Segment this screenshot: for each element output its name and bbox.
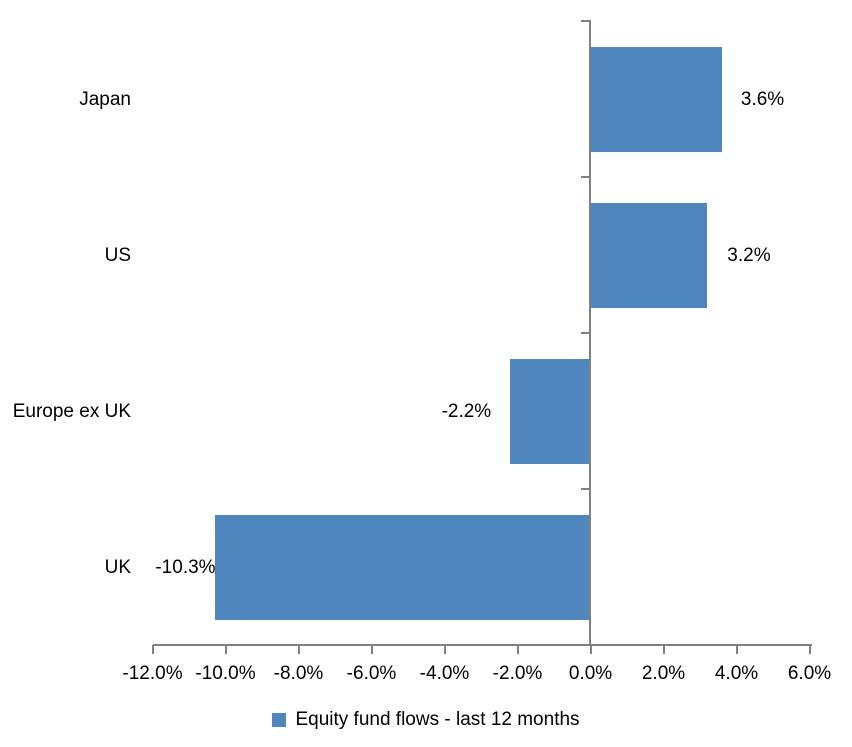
y-axis-tick: [581, 176, 589, 178]
x-axis-tick: [735, 645, 738, 654]
bar-uk: [214, 514, 591, 620]
x-axis-tick: [662, 645, 665, 654]
x-tick-label: -4.0%: [419, 663, 470, 684]
x-tick-label: -10.0%: [195, 663, 256, 684]
x-axis-tick: [297, 645, 300, 654]
legend-marker-swatch: [272, 713, 287, 727]
x-axis-tick: [151, 645, 154, 654]
y-axis-line: [589, 20, 591, 645]
value-label: -10.3%: [155, 556, 216, 578]
category-label-europe-ex-uk: Europe ex UK: [12, 400, 131, 422]
bar-japan: [590, 46, 722, 152]
value-label: -2.2%: [441, 400, 492, 422]
bar-europe-ex-uk: [510, 358, 591, 464]
x-axis-tick: [516, 645, 519, 654]
x-tick-label: 4.0%: [714, 663, 759, 684]
x-axis-tick: [224, 645, 227, 654]
x-tick-label: 0.0%: [568, 663, 613, 684]
x-tick-label: 6.0%: [787, 663, 832, 684]
x-tick-label: -12.0%: [122, 663, 183, 684]
x-axis-tick: [589, 645, 592, 654]
bar-us: [590, 202, 708, 308]
value-label: 3.6%: [740, 88, 785, 110]
category-label-us: US: [104, 244, 131, 266]
y-axis-tick: [581, 332, 589, 334]
x-axis-tick: [443, 645, 446, 654]
legend-series-label: Equity fund flows - last 12 months: [295, 709, 580, 730]
y-axis-tick: [581, 488, 589, 490]
x-tick-label: -8.0%: [273, 663, 324, 684]
x-axis-tick: [808, 645, 811, 654]
x-tick-label: -6.0%: [346, 663, 397, 684]
category-label-japan: Japan: [79, 88, 131, 110]
x-axis-line: [152, 644, 812, 646]
legend: Equity fund flows - last 12 months: [0, 707, 852, 733]
y-axis-tick: [581, 20, 589, 22]
value-label: 3.2%: [727, 244, 771, 266]
category-label-uk: UK: [104, 556, 131, 578]
x-tick-label: 2.0%: [641, 663, 686, 684]
x-axis-tick: [370, 645, 373, 654]
x-tick-label: -2.0%: [492, 663, 543, 684]
